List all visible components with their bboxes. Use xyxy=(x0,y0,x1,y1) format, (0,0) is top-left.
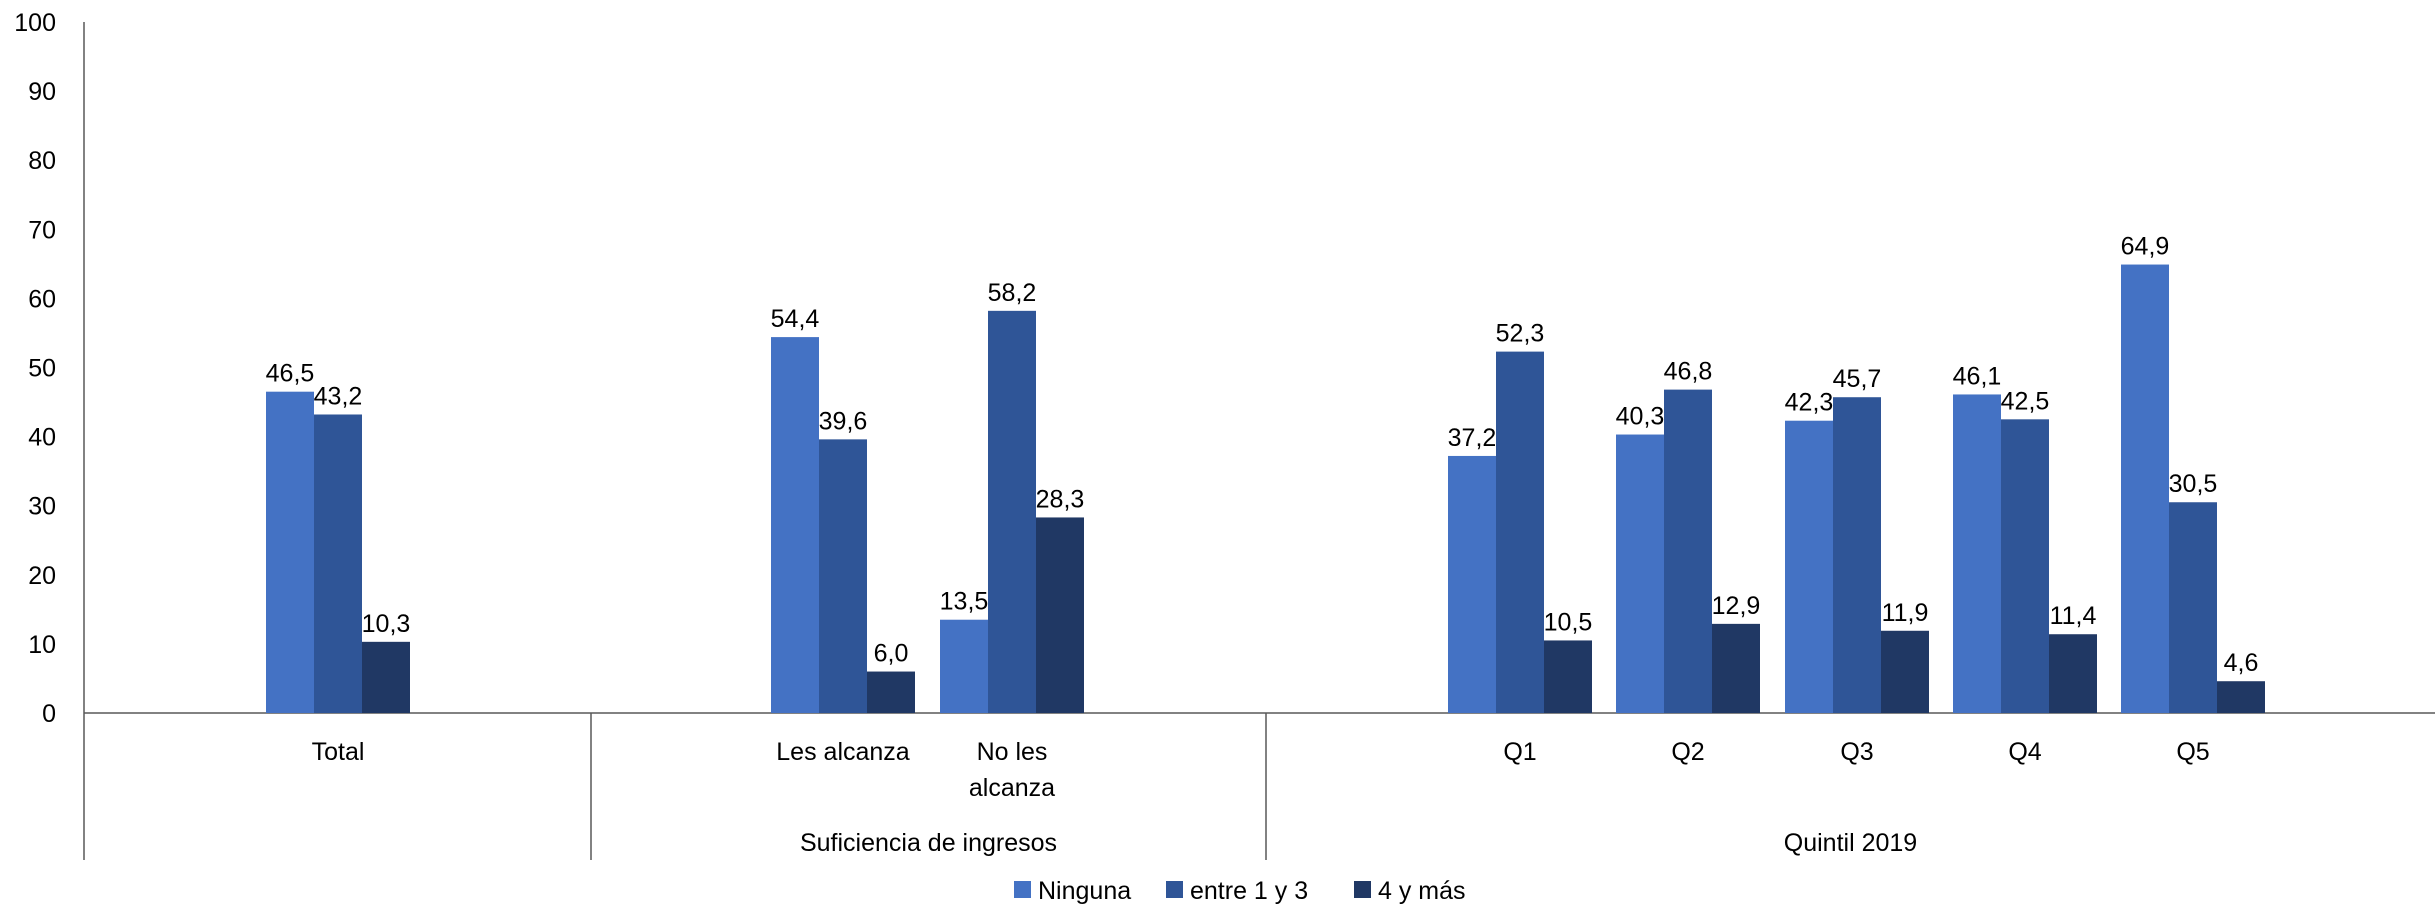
bar xyxy=(1881,630,1929,713)
bar xyxy=(1712,623,1760,713)
data-label: 43,2 xyxy=(314,382,363,410)
legend: Ninguna entre 1 y 3 4 y más xyxy=(1014,877,1466,905)
data-label: 46,1 xyxy=(1953,362,2002,390)
legend-swatch xyxy=(1166,881,1183,898)
data-label: 45,7 xyxy=(1833,365,1882,393)
y-axis: 0 10 20 30 40 50 60 70 80 90 100 xyxy=(14,9,85,728)
data-label: 10,3 xyxy=(362,610,411,638)
y-tick-label: 10 xyxy=(28,631,56,659)
y-tick-label: 20 xyxy=(28,562,56,590)
data-label: 11,4 xyxy=(2050,602,2097,630)
bar xyxy=(1496,351,1544,713)
y-tick-label: 30 xyxy=(28,493,56,521)
bar xyxy=(314,414,362,713)
bar xyxy=(940,619,988,713)
legend-swatch xyxy=(1014,881,1031,898)
bar xyxy=(867,671,915,713)
y-tick-label: 80 xyxy=(28,147,56,175)
x-tick-label: Q1 xyxy=(1503,738,1536,766)
legend-label: entre 1 y 3 xyxy=(1190,877,1308,905)
x-tick-label: Les alcanza xyxy=(776,738,910,766)
group-label: Suficiencia de ingresos xyxy=(800,829,1057,857)
data-label: 54,4 xyxy=(771,305,820,333)
data-label: 39,6 xyxy=(819,407,868,435)
legend-label: 4 y más xyxy=(1378,877,1466,905)
group-label: Quintil 2019 xyxy=(1784,829,1917,857)
x-axis: Total Les alcanza No les alcanza Q1 Q2 Q3 Q4 Q5 S… xyxy=(83,712,2435,860)
y-tick-label: 90 xyxy=(28,78,56,106)
data-label: 6,0 xyxy=(874,640,909,668)
bar xyxy=(1833,397,1881,713)
data-label: 42,5 xyxy=(2001,387,2050,415)
x-tick-label: Q3 xyxy=(1840,738,1873,766)
data-label: 52,3 xyxy=(1496,320,1545,348)
plot-area xyxy=(266,264,2265,713)
y-tick-label: 40 xyxy=(28,424,56,452)
data-label: 11,9 xyxy=(1882,599,1929,627)
y-tick-label: 0 xyxy=(42,700,56,728)
bar xyxy=(988,310,1036,713)
x-tick-label: Total xyxy=(312,738,365,766)
bar xyxy=(1544,640,1592,713)
bar xyxy=(266,391,314,713)
x-tick-label: Q2 xyxy=(1671,738,1704,766)
bar xyxy=(362,641,410,713)
data-label: 58,2 xyxy=(988,279,1037,307)
y-tick-label: 50 xyxy=(28,355,56,383)
legend-swatch xyxy=(1354,881,1371,898)
data-label: 10,5 xyxy=(1544,608,1593,636)
bar xyxy=(819,439,867,713)
data-label: 4,6 xyxy=(2224,649,2259,677)
bar xyxy=(771,337,819,713)
data-label: 42,3 xyxy=(1785,389,1834,417)
bar xyxy=(2217,681,2265,713)
data-label: 46,8 xyxy=(1664,358,1713,386)
data-label: 37,2 xyxy=(1448,424,1497,452)
bar xyxy=(1953,394,2001,713)
data-label: 12,9 xyxy=(1712,592,1761,620)
data-label: 13,5 xyxy=(940,588,989,616)
x-tick-label: Q4 xyxy=(2008,738,2041,766)
data-label: 30,5 xyxy=(2169,470,2218,498)
data-label: 64,9 xyxy=(2121,233,2170,261)
bar xyxy=(1448,455,1496,713)
bar xyxy=(1036,517,1084,713)
bar xyxy=(2001,419,2049,713)
x-tick-label: Q5 xyxy=(2176,738,2209,766)
legend-label: Ninguna xyxy=(1038,877,1131,905)
bar xyxy=(1785,420,1833,713)
bar xyxy=(2169,502,2217,713)
bar xyxy=(1664,389,1712,713)
y-tick-label: 100 xyxy=(14,9,56,37)
y-tick-label: 60 xyxy=(28,285,56,313)
bar xyxy=(2121,264,2169,713)
bar xyxy=(2049,634,2097,713)
y-tick-label: 70 xyxy=(28,216,56,244)
data-labels: 46,5 54,4 13,5 37,2 40,3 42,3 46,1 64,9 43,2 39,6… xyxy=(266,233,2259,678)
data-label: 40,3 xyxy=(1616,403,1665,431)
data-label: 28,3 xyxy=(1036,485,1085,513)
data-label: 46,5 xyxy=(266,360,315,388)
x-tick-label: No les alcanza xyxy=(969,738,1055,802)
bar xyxy=(1616,434,1664,713)
